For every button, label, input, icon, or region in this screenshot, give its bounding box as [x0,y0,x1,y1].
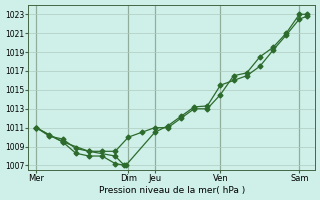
X-axis label: Pression niveau de la mer( hPa ): Pression niveau de la mer( hPa ) [99,186,245,195]
